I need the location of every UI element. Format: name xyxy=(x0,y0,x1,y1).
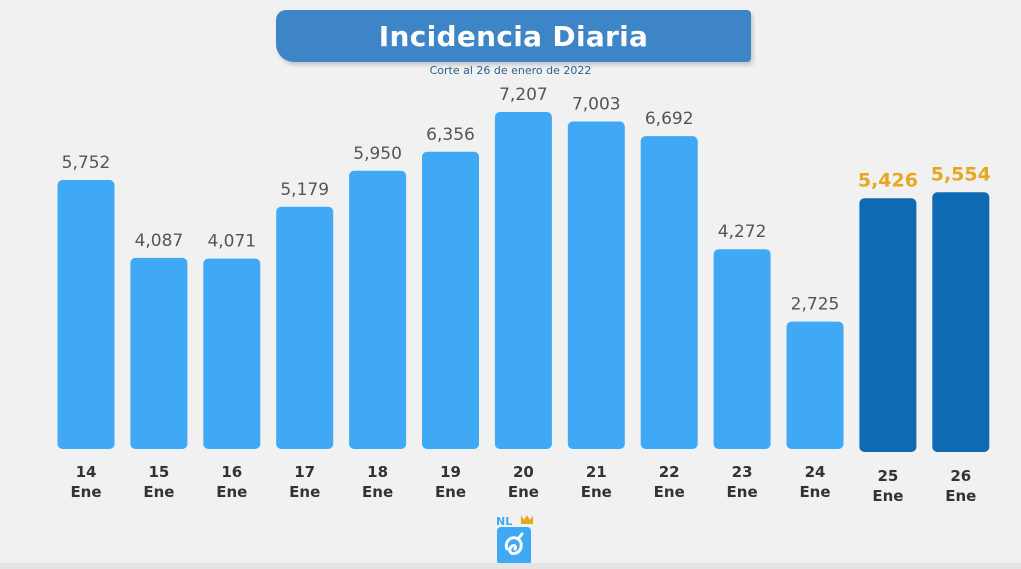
x-tick-month-15: Ene xyxy=(143,483,174,501)
x-tick-month-24: Ene xyxy=(799,483,830,501)
x-tick-day-22: 22 xyxy=(659,463,680,481)
x-tick-day-17: 17 xyxy=(294,463,315,481)
bar-25 xyxy=(859,198,917,452)
title-banner: Incidencia Diaria xyxy=(276,10,751,62)
bar-22 xyxy=(640,136,698,449)
bar-23 xyxy=(713,249,771,449)
bar-17 xyxy=(276,206,334,449)
x-tick-day-14: 14 xyxy=(76,463,97,481)
x-tick-day-16: 16 xyxy=(221,463,242,481)
x-tick-month-17: Ene xyxy=(289,483,320,501)
bar-14 xyxy=(57,180,115,449)
value-label-23: 4,272 xyxy=(718,222,767,242)
bar-16 xyxy=(203,258,261,449)
x-tick-day-24: 24 xyxy=(805,463,826,481)
bar-24 xyxy=(786,321,844,449)
x-tick-month-20: Ene xyxy=(508,483,539,501)
value-label-16: 4,071 xyxy=(207,232,256,252)
logo-text: NL xyxy=(496,515,512,528)
x-tick-day-20: 20 xyxy=(513,463,534,481)
value-label-14: 5,752 xyxy=(62,153,111,173)
value-label-18: 5,950 xyxy=(353,144,402,164)
x-tick-day-15: 15 xyxy=(148,463,169,481)
x-tick-month-26: Ene xyxy=(945,487,976,505)
value-label-15: 4,087 xyxy=(135,231,184,251)
x-tick-month-18: Ene xyxy=(362,483,393,501)
x-tick-day-25: 25 xyxy=(877,467,898,485)
x-tick-month-16: Ene xyxy=(216,483,247,501)
x-tick-month-19: Ene xyxy=(435,483,466,501)
x-tick-day-19: 19 xyxy=(440,463,461,481)
x-tick-month-23: Ene xyxy=(727,483,758,501)
bar-26 xyxy=(932,192,990,453)
chart-subtitle: Corte al 26 de enero de 2022 xyxy=(429,64,592,77)
chart-title: Incidencia Diaria xyxy=(378,19,649,53)
value-label-20: 7,207 xyxy=(499,85,548,105)
bottom-strip xyxy=(0,563,1021,569)
value-label-24: 2,725 xyxy=(791,295,840,315)
bar-19 xyxy=(422,151,479,450)
x-tick-day-21: 21 xyxy=(586,463,607,481)
bar-20 xyxy=(494,112,552,449)
value-label-22: 6,692 xyxy=(645,109,694,129)
bar-21 xyxy=(567,121,625,449)
x-tick-day-18: 18 xyxy=(367,463,388,481)
value-label-17: 5,179 xyxy=(280,180,329,200)
x-tick-month-25: Ene xyxy=(872,487,903,505)
value-label-19: 6,356 xyxy=(426,125,475,145)
nuevo-leon-logo-icon: NL xyxy=(496,515,533,565)
bar-18 xyxy=(349,170,407,450)
value-label-21: 7,003 xyxy=(572,95,621,115)
bar-15 xyxy=(130,257,188,449)
x-tick-month-22: Ene xyxy=(654,483,685,501)
x-tick-month-14: Ene xyxy=(70,483,101,501)
value-label-25: 5,426 xyxy=(858,169,918,191)
value-label-26: 5,554 xyxy=(931,163,991,185)
x-tick-day-26: 26 xyxy=(950,467,971,485)
x-tick-day-23: 23 xyxy=(732,463,753,481)
x-tick-month-21: Ene xyxy=(581,483,612,501)
